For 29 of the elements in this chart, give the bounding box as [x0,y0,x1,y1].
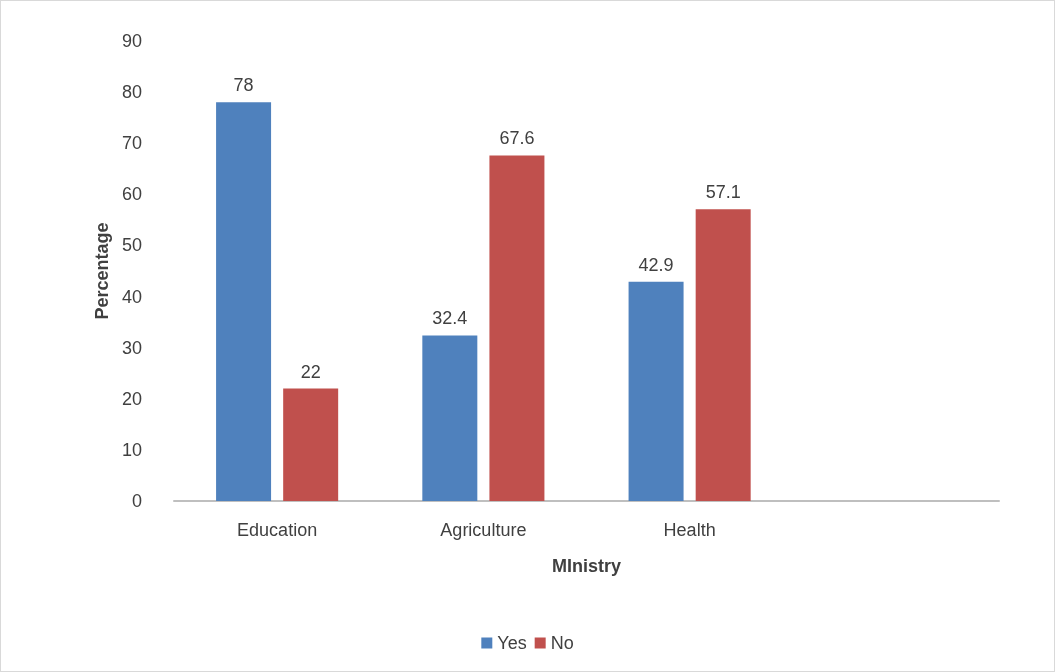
y-tick-label: 30 [121,337,142,358]
y-tick-label: 40 [121,286,142,307]
x-tick-label: Agriculture [440,520,527,540]
data-label: 22 [300,361,321,382]
y-tick-label: 80 [121,82,142,103]
bar [216,102,272,501]
data-label: 42.9 [638,254,674,275]
y-tick-label: 20 [121,388,142,409]
legend-label: No [550,633,574,653]
y-axis-title: Percentage [92,222,113,320]
x-tick-label: Health [663,520,716,540]
x-axis-title: MInistry [551,556,622,576]
y-tick-label: 70 [121,133,142,154]
y-tick-label: 60 [121,184,142,205]
y-tick-label: 90 [121,31,142,51]
data-label: 57.1 [705,182,741,203]
bar [628,281,684,501]
legend-label: Yes [497,633,527,653]
bar [695,209,751,501]
bar [422,335,478,501]
bar [283,388,339,501]
y-tick-label: 10 [121,439,142,460]
bar [489,155,545,501]
y-tick-label: 50 [121,235,142,256]
data-label: 67.6 [499,128,535,149]
data-label: 78 [233,75,254,96]
y-tick-label: 0 [131,491,142,511]
x-tick-label: Education [237,520,318,540]
data-label: 32.4 [432,308,468,329]
